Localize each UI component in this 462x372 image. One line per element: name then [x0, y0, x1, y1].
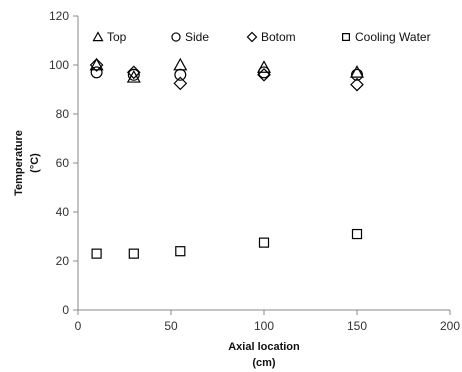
- data-point-top: [256, 60, 272, 73]
- y-tick-label: 60: [56, 156, 70, 170]
- data-point-side: [174, 68, 187, 81]
- x-tick-label: 200: [440, 319, 460, 333]
- legend-label-botom: Botom: [261, 30, 296, 44]
- data-point-side: [127, 68, 140, 81]
- data-point-cooling-water: [351, 228, 363, 240]
- y-tick-label: 20: [56, 254, 70, 268]
- legend-marker-cooling-water: [342, 33, 350, 41]
- data-point-botom: [257, 67, 271, 82]
- x-axis-unit: (cm): [252, 357, 276, 369]
- y-tick-label: 100: [49, 58, 69, 72]
- legend-label-top: Top: [107, 30, 127, 44]
- data-point-side: [258, 66, 271, 79]
- axes: [73, 15, 451, 315]
- data-points: [89, 57, 365, 259]
- data-point-cooling-water: [258, 237, 270, 248]
- data-point-cooling-water: [91, 248, 102, 259]
- data-point-top: [89, 57, 104, 71]
- data-point-side: [90, 66, 103, 79]
- data-point-top: [126, 70, 141, 83]
- data-point-cooling-water: [128, 248, 139, 259]
- legend-marker-botom: [246, 31, 258, 43]
- y-tick-label: 80: [56, 107, 70, 121]
- data-point-botom: [350, 77, 364, 92]
- y-tick-label: 0: [62, 303, 69, 317]
- y-axis-unit: (°C): [29, 153, 41, 173]
- data-point-side: [351, 68, 364, 81]
- data-point-cooling-water: [175, 246, 186, 257]
- data-point-botom: [89, 58, 104, 72]
- data-point-botom: [126, 65, 141, 80]
- data-point-top: [173, 57, 188, 71]
- x-tick-label: 100: [254, 319, 274, 333]
- x-tick-label: 50: [164, 319, 178, 333]
- x-axis-title: Axial location: [228, 341, 300, 353]
- x-tick-label: 150: [347, 319, 367, 333]
- legend-marker-side: [171, 32, 181, 42]
- legend: Top Side Botom Cooling Water: [92, 30, 431, 44]
- y-tick-label: 120: [49, 9, 69, 23]
- legend-label-cooling-water: Cooling Water: [355, 30, 431, 44]
- y-tick-label: 40: [56, 205, 70, 219]
- y-axis-title: Temperature: [13, 130, 25, 196]
- x-tick-label: 0: [75, 319, 82, 333]
- legend-label-side: Side: [185, 30, 209, 44]
- tick-labels: 0 20 40 60 80 100 120 0 50 100 150 200: [49, 9, 460, 333]
- data-point-botom: [173, 76, 188, 91]
- legend-marker-top: [92, 31, 104, 42]
- data-point-top: [349, 65, 365, 78]
